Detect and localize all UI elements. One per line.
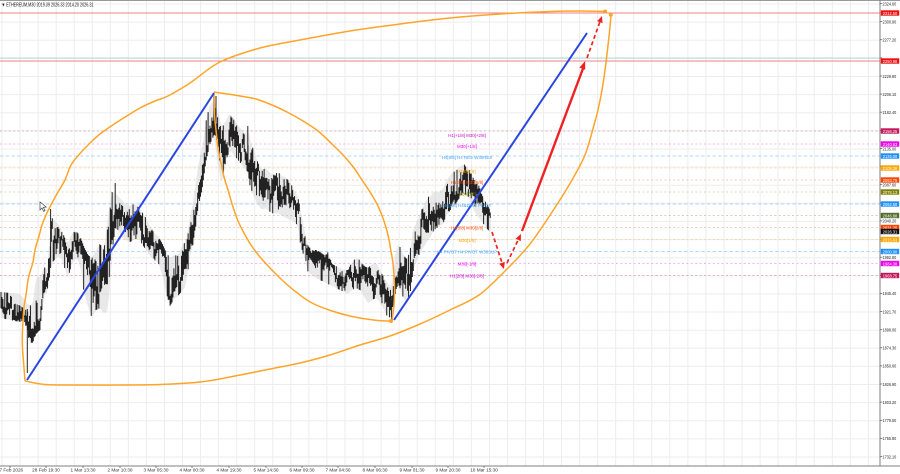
svg-text:2093.75: 2093.75 [883,178,898,184]
svg-text:8 Mar 06:30: 8 Mar 06:30 [362,467,387,472]
svg-text:2312.50: 2312.50 [883,11,898,17]
svg-text:2031.25: 2031.25 [883,225,898,231]
svg-text:2046.88: 2046.88 [883,213,898,219]
svg-text:1984.38: 1984.38 [883,261,898,267]
svg-text:1779.50: 1779.50 [883,418,897,424]
svg-text:9 Mar 01:30: 9 Mar 01:30 [399,467,424,472]
svg-text:4 Mar 00:30: 4 Mar 00:30 [179,467,204,472]
svg-text:1874.30: 1874.30 [883,346,897,352]
svg-text:1945.40: 1945.40 [883,291,897,297]
svg-text:2182.40: 2182.40 [883,110,897,116]
svg-text:1992.80: 1992.80 [883,255,897,261]
svg-text:1732.10: 1732.10 [883,454,897,460]
svg-text:H4 PIVOT H4 PIVOT W30SUP: H4 PIVOT H4 PIVOT W30SUP [437,249,497,254]
svg-text:1826.90: 1826.90 [883,382,897,388]
svg-text:27 Feb 2026: 27 Feb 2026 [0,467,24,472]
svg-text:1968.75: 1968.75 [883,273,898,279]
svg-text:28 Feb 19:30: 28 Feb 19:30 [32,467,60,472]
svg-text:2040.20: 2040.20 [883,219,897,225]
svg-text:3 Mar 05:30: 3 Mar 05:30 [143,467,168,472]
svg-text:2140.63: 2140.63 [883,142,898,148]
svg-text:9 Mar 20:30: 9 Mar 20:30 [435,467,460,472]
svg-text:6 Mar 09:30: 6 Mar 09:30 [289,467,314,472]
svg-text:H4[6/8] H4 RES W30RES: H4[6/8] H4 RES W30RES [442,155,493,160]
svg-text:2324.60: 2324.60 [883,1,897,7]
svg-text:2109.38: 2109.38 [883,166,898,172]
svg-text:H4[5/8] H4&D&W PIVOT: H4[5/8] H4&D&W PIVOT [443,203,492,208]
svg-text:M30[5/8]: M30[5/8] [458,191,475,196]
svg-text:2078.13: 2078.13 [883,190,898,196]
svg-text:2026.31: 2026.31 [883,229,898,235]
svg-text:M30[1/8]: M30[1/8] [458,238,475,243]
svg-text:2229.80: 2229.80 [883,74,897,80]
svg-text:2125.00: 2125.00 [883,154,898,160]
svg-text:4 Mar 19:30: 4 Mar 19:30 [216,467,241,472]
svg-text:5 Mar 14:30: 5 Mar 14:30 [253,467,278,472]
svg-text:▼ ETHEREUM,M30 2019.39 2026.3: ▼ ETHEREUM,M30 2019.39 2026.33 2014.20 2… [2,3,94,9]
svg-text:2206.10: 2206.10 [883,92,897,98]
svg-text:1755.80: 1755.80 [883,436,897,442]
svg-text:10 Mar 15:30: 10 Mar 15:30 [470,467,498,472]
svg-text:H1[+1/8] M30[+2/8]: H1[+1/8] M30[+2/8] [448,133,486,138]
svg-text:2300.90: 2300.90 [883,19,897,25]
svg-text:M30[+1/8]: M30[+1/8] [457,144,477,149]
svg-text:M30[7/8]: M30[7/8] [458,169,475,174]
svg-text:1921.70: 1921.70 [883,309,897,315]
svg-text:7 Mar 04:30: 7 Mar 04:30 [325,467,350,472]
svg-text:1898.00: 1898.00 [883,328,897,334]
svg-text:2015.63: 2015.63 [883,237,898,243]
svg-text:2087.60: 2087.60 [883,183,897,189]
svg-text:1850.60: 1850.60 [883,364,897,370]
svg-text:2 Mar 10:30: 2 Mar 10:30 [107,467,132,472]
svg-text:H4[3/8] M30[2/8]: H4[3/8] M30[2/8] [451,225,483,230]
svg-text:1 Mar 13:30: 1 Mar 13:30 [70,467,95,472]
svg-text:2000.00: 2000.00 [883,249,898,255]
svg-text:2135.00: 2135.00 [883,146,897,152]
svg-text:H1[2/8] M30[-2/8]: H1[2/8] M30[-2/8] [450,273,484,278]
svg-text:2156.25: 2156.25 [883,129,898,135]
svg-text:2250.98: 2250.98 [883,59,898,65]
svg-text:H1[7/8] M30[6/8]: H1[7/8] M30[6/8] [451,180,483,185]
svg-text:M30[-1/8]: M30[-1/8] [458,261,477,266]
svg-text:2277.20: 2277.20 [883,38,897,44]
svg-text:2062.50: 2062.50 [883,202,898,208]
svg-text:1803.20: 1803.20 [883,400,897,406]
